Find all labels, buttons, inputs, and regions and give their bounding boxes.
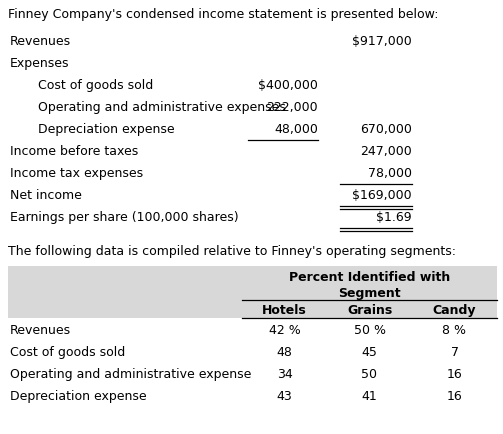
Text: 16: 16 [447, 389, 462, 402]
Text: Grains: Grains [347, 303, 392, 316]
Text: 48,000: 48,000 [274, 123, 318, 136]
Text: 247,000: 247,000 [360, 145, 412, 158]
Text: 50: 50 [362, 367, 377, 380]
Text: 45: 45 [362, 345, 377, 358]
Text: 34: 34 [277, 367, 292, 380]
Text: Revenues: Revenues [10, 35, 71, 48]
Text: 43: 43 [277, 389, 292, 402]
Text: 16: 16 [447, 367, 462, 380]
Text: Hotels: Hotels [262, 303, 307, 316]
Text: 8 %: 8 % [443, 323, 466, 336]
Text: Cost of goods sold: Cost of goods sold [38, 79, 153, 92]
Text: 50 %: 50 % [354, 323, 385, 336]
Text: 41: 41 [362, 389, 377, 402]
Text: Cost of goods sold: Cost of goods sold [10, 345, 125, 358]
Text: 78,000: 78,000 [368, 167, 412, 180]
Text: 48: 48 [277, 345, 292, 358]
Text: 42 %: 42 % [269, 323, 300, 336]
Text: 7: 7 [451, 345, 459, 358]
Text: Net income: Net income [10, 188, 82, 201]
Text: $917,000: $917,000 [352, 35, 412, 48]
Text: Expenses: Expenses [10, 57, 69, 70]
Text: $1.69: $1.69 [376, 210, 412, 224]
Text: Income before taxes: Income before taxes [10, 145, 138, 158]
Text: Finney Company's condensed income statement is presented below:: Finney Company's condensed income statem… [8, 8, 439, 21]
FancyBboxPatch shape [8, 266, 497, 318]
Text: Operating and administrative expenses: Operating and administrative expenses [38, 101, 286, 114]
Text: Operating and administrative expense: Operating and administrative expense [10, 367, 252, 380]
Text: Percent Identified with
Segment: Percent Identified with Segment [289, 270, 450, 300]
Text: Candy: Candy [433, 303, 476, 316]
Text: Revenues: Revenues [10, 323, 71, 336]
Text: Earnings per share (100,000 shares): Earnings per share (100,000 shares) [10, 210, 238, 224]
Text: $400,000: $400,000 [258, 79, 318, 92]
Text: Income tax expenses: Income tax expenses [10, 167, 143, 180]
Text: 670,000: 670,000 [360, 123, 412, 136]
Text: $169,000: $169,000 [353, 188, 412, 201]
Text: 222,000: 222,000 [267, 101, 318, 114]
Text: Depreciation expense: Depreciation expense [10, 389, 147, 402]
Text: Depreciation expense: Depreciation expense [38, 123, 175, 136]
Text: The following data is compiled relative to Finney's operating segments:: The following data is compiled relative … [8, 244, 456, 257]
